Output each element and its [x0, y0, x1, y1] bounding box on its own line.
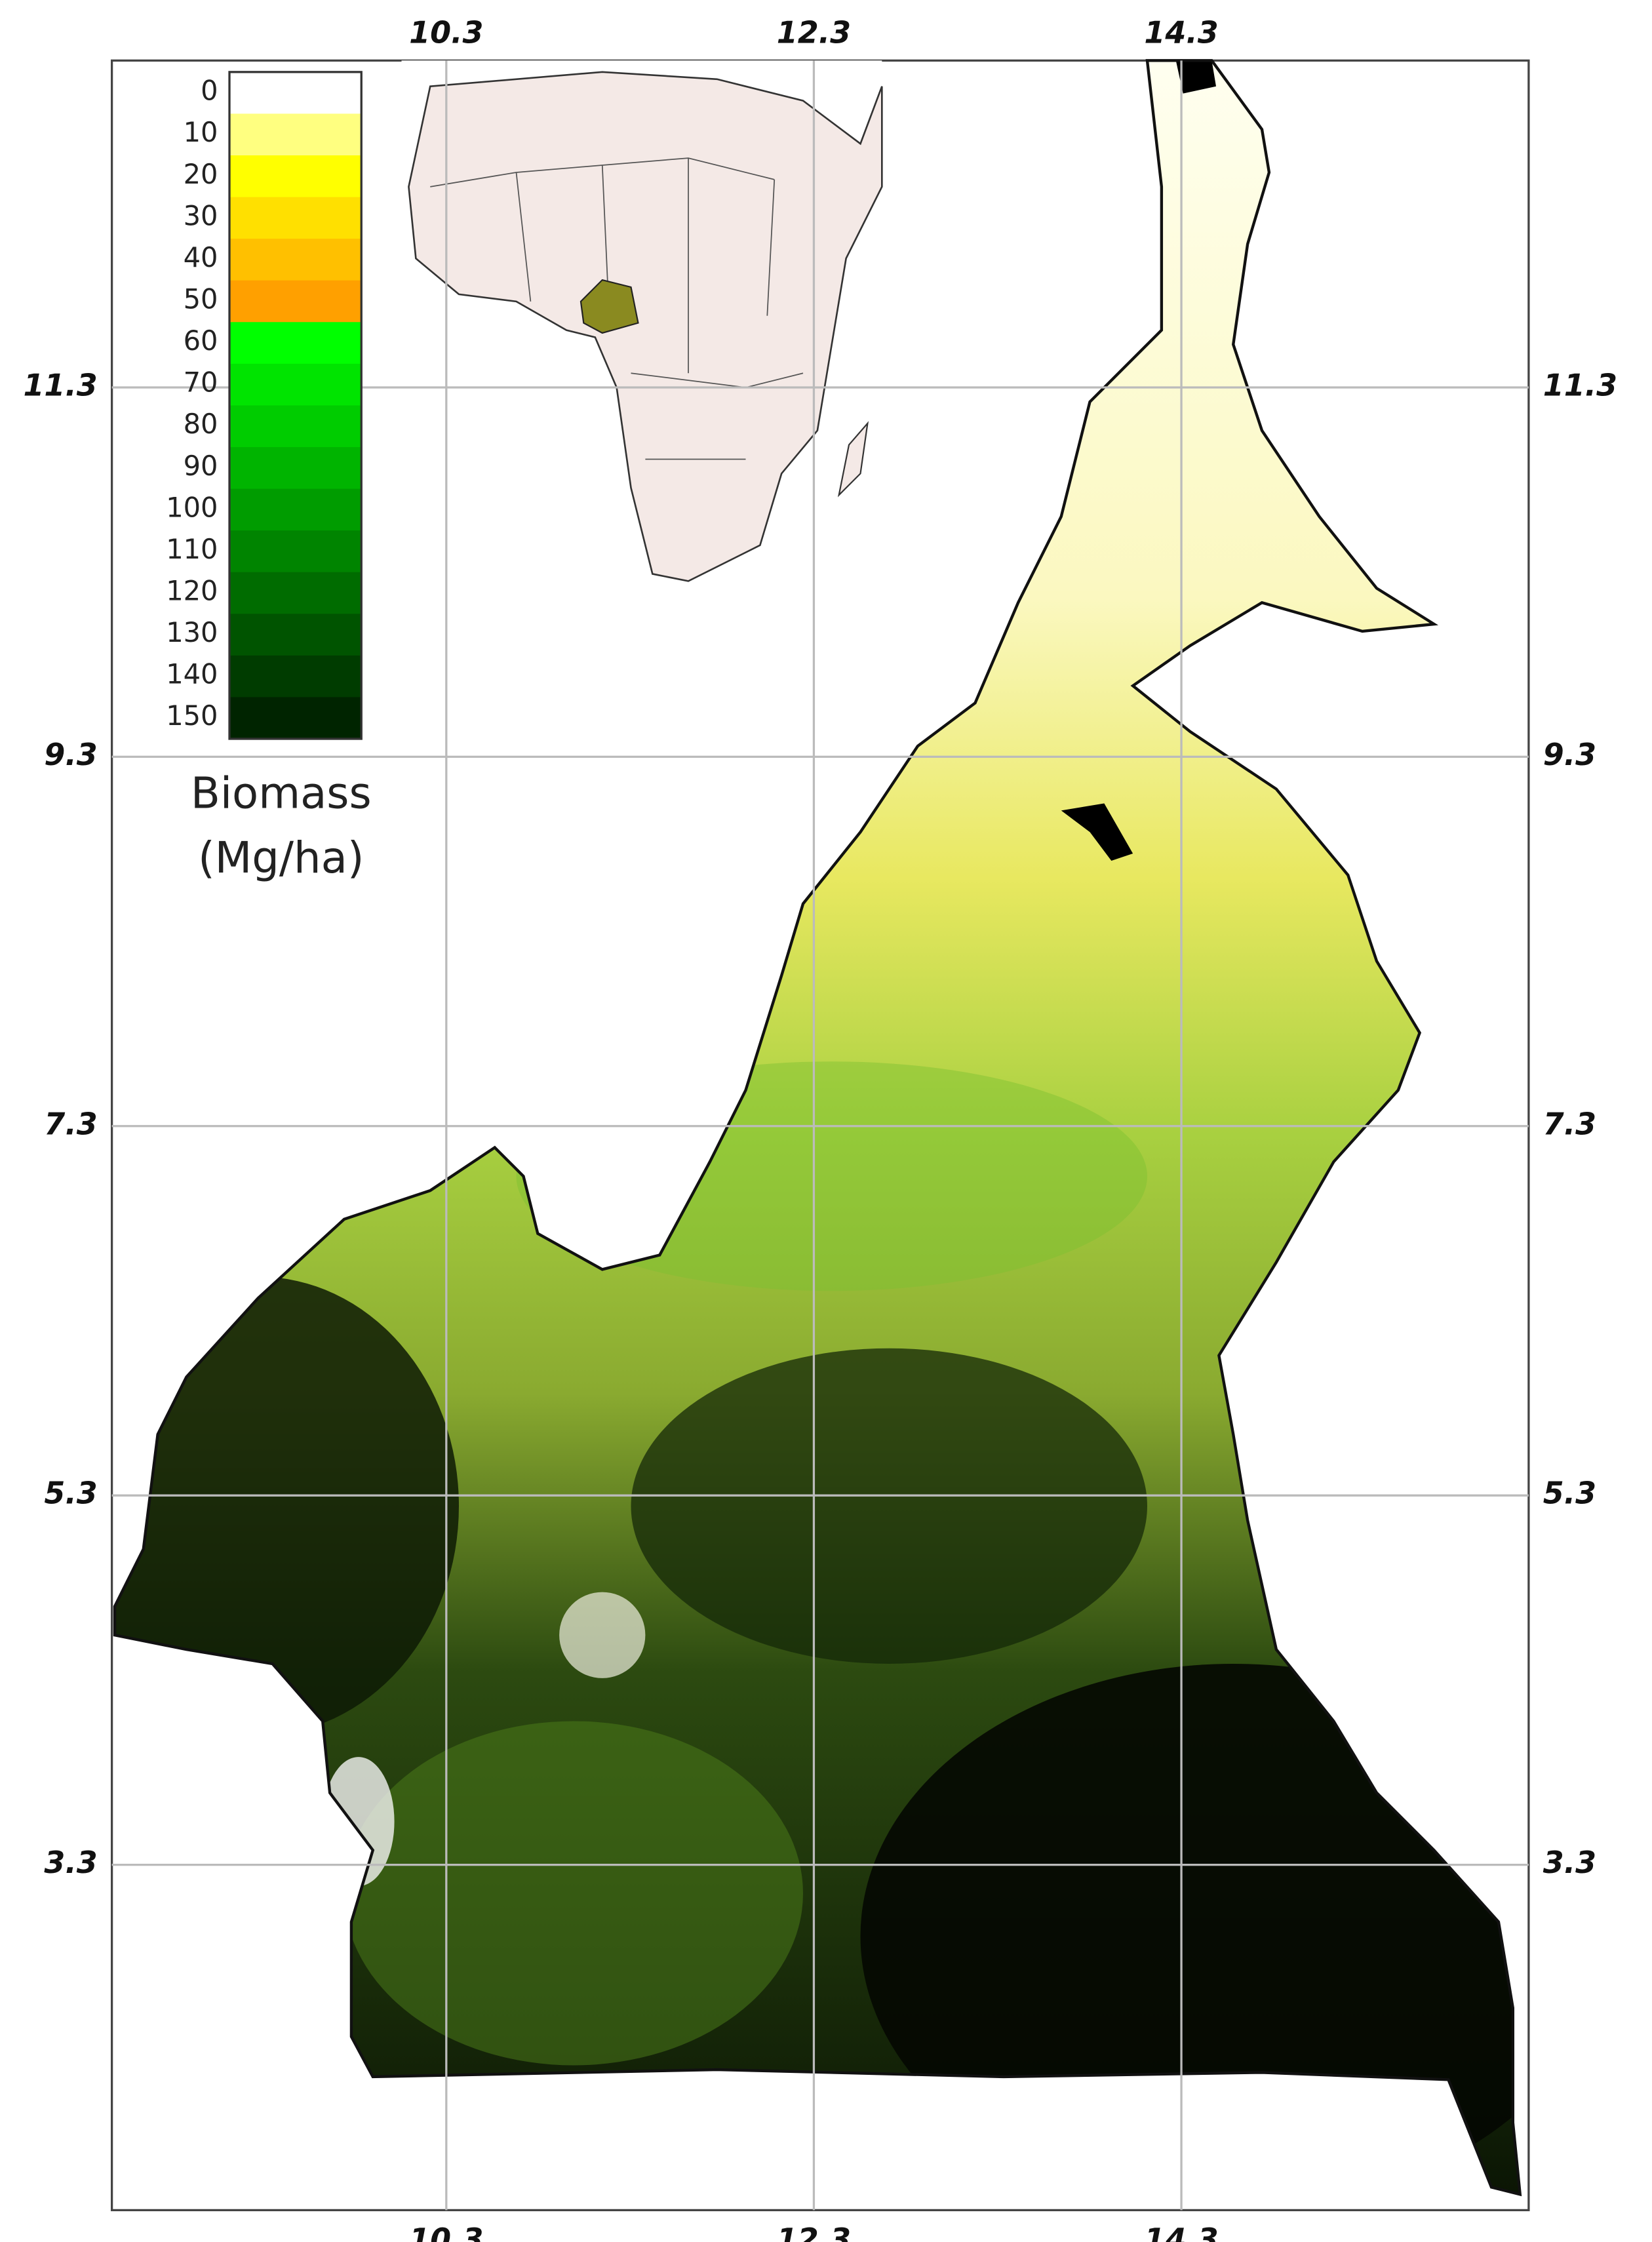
legend-swatch	[229, 697, 362, 740]
legend-label: 30	[184, 199, 218, 231]
legend-swatch	[229, 197, 362, 240]
legend-swatch	[229, 488, 362, 532]
legend-swatch	[229, 363, 362, 406]
legend-label: 0	[201, 75, 218, 107]
legend-label: 140	[166, 658, 218, 690]
legend-label: 110	[166, 533, 218, 565]
inset-africa	[401, 60, 883, 589]
legend-swatch	[229, 655, 362, 698]
y-tick-label: 11.3	[23, 367, 97, 403]
x-tick-label: 10.3	[409, 14, 483, 50]
legend-label: 130	[166, 616, 218, 648]
legend-swatch	[229, 405, 362, 448]
legend-label: 10	[184, 116, 218, 148]
legend-swatch	[229, 280, 362, 323]
legend-swatch	[229, 530, 362, 573]
legend-frame	[228, 71, 363, 740]
y-tick-label: 3.3	[44, 1845, 97, 1880]
y-tick-label: 11.3	[1543, 367, 1617, 403]
legend-label: 60	[184, 324, 218, 357]
legend-label: 50	[184, 283, 218, 315]
legend-label: 80	[184, 408, 218, 440]
y-tick-label: 9.3	[1543, 737, 1596, 772]
legend-label: 70	[184, 366, 218, 399]
x-tick-label: 12.3	[777, 14, 851, 50]
y-tick-label: 5.3	[1543, 1476, 1596, 1511]
legend-swatch	[229, 572, 362, 615]
y-tick-label: 3.3	[1543, 1845, 1596, 1880]
legend-swatch	[229, 113, 362, 157]
legend-title: (Mg/ha)	[198, 833, 364, 883]
legend-swatch	[229, 447, 362, 490]
legend-swatch	[229, 239, 362, 281]
legend-label: 40	[184, 241, 218, 273]
x-tick-label: 14.3	[1144, 14, 1218, 50]
legend-label: 150	[166, 699, 218, 732]
legend-label: 120	[166, 575, 218, 607]
legend-label: 100	[166, 491, 218, 523]
legend-swatch	[229, 322, 362, 364]
y-tick-label: 5.3	[44, 1476, 97, 1511]
legend-swatch	[229, 71, 362, 115]
legend-label: 90	[184, 450, 218, 482]
x-tick-label: 14.3	[1144, 2222, 1218, 2242]
legend-title: Biomass	[191, 769, 372, 819]
x-tick-label: 10.3	[409, 2222, 483, 2242]
y-tick-label: 7.3	[1543, 1106, 1596, 1141]
legend-label: 20	[184, 158, 218, 190]
legend-swatch	[229, 155, 362, 198]
legend-swatch	[229, 614, 362, 656]
y-tick-label: 7.3	[44, 1106, 97, 1141]
y-tick-label: 9.3	[44, 737, 97, 772]
x-tick-label: 12.3	[777, 2222, 851, 2242]
